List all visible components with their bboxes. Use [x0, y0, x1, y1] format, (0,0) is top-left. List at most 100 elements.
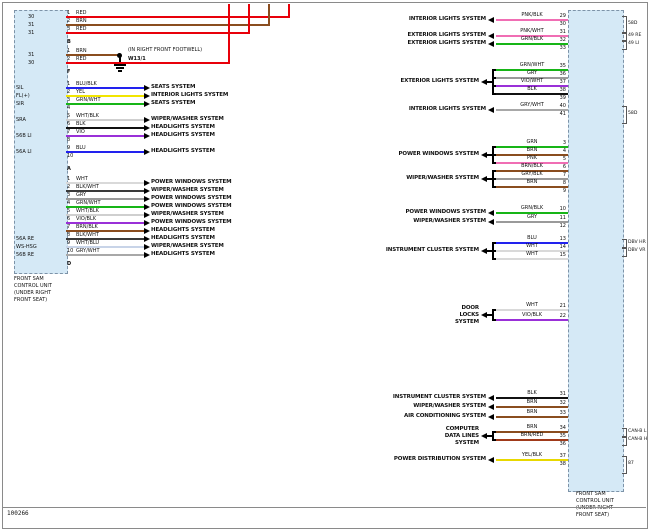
wire-vertical [248, 4, 250, 34]
pin-number: 35 [559, 63, 566, 69]
pin-number: 11 [559, 215, 566, 221]
annotation-bracket [622, 247, 627, 257]
ground-symbol-icon [118, 70, 122, 72]
arrow-right-icon [144, 133, 150, 139]
pin-number: 2 [67, 18, 71, 24]
collector-stub [492, 170, 496, 172]
arrow-right-icon [144, 101, 150, 107]
wire-color-label: BRN [526, 399, 538, 405]
pin-number: 39 [559, 95, 566, 101]
system-label: EXTERIOR LIGHTS SYSTEM [400, 78, 480, 84]
wire-color-label: BRN/BLK [76, 224, 98, 230]
system-label: INTERIOR LIGHTS SYSTEM [408, 106, 486, 112]
wire [66, 254, 144, 256]
collector-lead [487, 250, 493, 252]
wire [496, 43, 568, 45]
arrow-left-icon [488, 210, 494, 216]
wire-color-label: PNK [526, 155, 538, 161]
wire [496, 186, 568, 188]
wire-color-label: PNK/WHT [520, 28, 544, 34]
wire [66, 151, 144, 153]
wire-color-label: BLK [527, 86, 537, 92]
system-label-line: COMPUTER [445, 426, 479, 432]
system-label: EXTERIOR LIGHTS SYSTEM [407, 32, 487, 38]
system-label: HEADLIGHTS SYSTEM [151, 251, 215, 257]
pin-number: 4 [562, 148, 566, 154]
pin-number: 2 [67, 184, 71, 190]
collector-stub [492, 154, 496, 156]
arrow-left-icon [488, 17, 494, 23]
wire-color-label: WHT/BLK [76, 208, 99, 214]
wire [66, 54, 120, 56]
wire-color-label: GRN/WHT [76, 200, 101, 206]
wire-color-label: GRY/WHT [76, 248, 100, 254]
system-label: EXTERIOR LIGHTS SYSTEM [407, 40, 487, 46]
wire [496, 154, 568, 156]
system-label: INSTRUMENT CLUSTER SYSTEM [392, 394, 486, 400]
pin-number: 35 [559, 433, 566, 439]
pin-number: 2 [67, 56, 71, 62]
arrow-left-icon [481, 152, 487, 158]
wire [496, 93, 568, 95]
pin-number: 30 [559, 21, 566, 27]
pin-number: 10 [67, 248, 74, 254]
wire-color-label: BRN [76, 18, 87, 24]
wire [496, 162, 568, 164]
pin-number: 6 [67, 121, 71, 127]
annotation-label: CAN-B L [628, 429, 647, 434]
pin-number: 33 [559, 45, 566, 51]
wire [66, 16, 290, 18]
wire-color-label: WHT/BLU [76, 240, 100, 246]
terminal-label: 56A RE [16, 236, 35, 242]
wire-color-label: BLU/BLK [76, 81, 97, 87]
wire-vertical [268, 4, 270, 26]
wire [496, 397, 568, 399]
wire-color-label: WHT [526, 251, 538, 257]
wire-color-label: WHT [526, 243, 538, 249]
collector-stub [492, 319, 496, 321]
collector-stub [492, 242, 496, 244]
pin-number: 9 [67, 145, 71, 151]
wire-color-label: VIO/WHT [520, 78, 544, 84]
pin-number: 32 [559, 400, 566, 406]
pin-number: 1 [67, 48, 71, 54]
pin-number: 7 [67, 129, 71, 135]
system-label: WIPER/WASHER SYSTEM [151, 243, 224, 249]
arrow-right-icon [144, 188, 150, 194]
collector-stub [492, 439, 496, 441]
arrow-right-icon [144, 220, 150, 226]
pin-number: 36 [559, 71, 566, 77]
terminal-label: FL(+) [16, 93, 30, 99]
system-label: AIR CONDITIONING SYSTEM [404, 413, 486, 419]
wire-color-label: BLU [76, 145, 86, 151]
collector-stub [492, 85, 496, 87]
wire-color-label: BLK/WHT [76, 232, 99, 238]
system-label: POWER DISTRIBUTION SYSTEM [393, 456, 486, 462]
arrow-right-icon [144, 196, 150, 202]
connector-letter: F [67, 69, 71, 75]
system-label: HEADLIGHTS SYSTEM [151, 235, 215, 241]
wire [496, 258, 568, 260]
wire [496, 85, 568, 87]
collector-stub [492, 250, 496, 252]
collector-lead [487, 154, 493, 156]
wire-color-label: PNK/BLK [521, 12, 543, 18]
wire-color-label: VIO/BLK [521, 312, 542, 318]
wire [496, 178, 568, 180]
wire-color-label: VIO [76, 129, 85, 135]
pin-number: 1 [67, 176, 71, 182]
pin-number: 8 [67, 232, 71, 238]
pin-number: 9 [67, 240, 71, 246]
wire-color-label: BRN [76, 48, 87, 54]
collector-stub [492, 186, 496, 188]
arrow-left-icon [481, 433, 487, 439]
system-label: WIPER/WASHER SYSTEM [151, 116, 224, 122]
collector-stub [492, 258, 496, 260]
arrow-right-icon [144, 252, 150, 258]
wire [496, 406, 568, 408]
collector-stub [492, 178, 496, 180]
arrow-right-icon [144, 244, 150, 250]
wire [66, 238, 144, 240]
drawing-number: 100266 [7, 510, 29, 517]
